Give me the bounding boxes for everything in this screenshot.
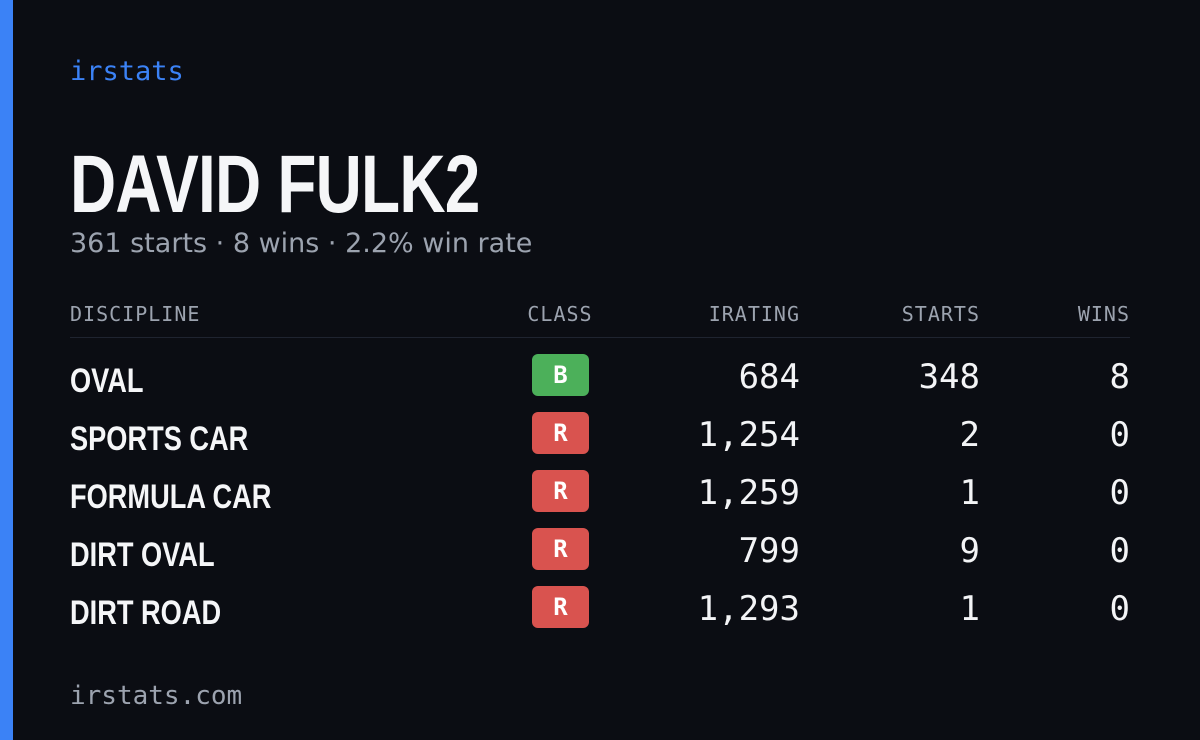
wins-value: 0 <box>1109 589 1130 629</box>
discipline: FORMULA CAR <box>70 478 272 516</box>
class-badge: R <box>532 470 589 512</box>
starts-value: 9 <box>959 531 980 571</box>
starts-value: 1 <box>959 589 980 629</box>
wins-value: 8 <box>1109 357 1130 397</box>
column-header: CLASS <box>527 302 593 326</box>
discipline: OVAL <box>70 362 144 400</box>
irating-value: 1,293 <box>697 589 800 629</box>
discipline: DIRT OVAL <box>70 536 215 574</box>
wins-value: 0 <box>1109 531 1130 571</box>
class-badge: R <box>532 412 589 454</box>
column-header: WINS <box>1077 302 1130 326</box>
class-badge: R <box>532 528 589 570</box>
irating-value: 799 <box>738 531 800 571</box>
header-rule <box>70 337 1130 338</box>
column-header: STARTS <box>901 302 980 326</box>
class-badge: B <box>532 354 589 396</box>
column-header: DISCIPLINE <box>70 302 201 326</box>
irating-value: 1,259 <box>697 473 800 513</box>
discipline: SPORTS CAR <box>70 420 249 458</box>
starts-value: 348 <box>918 357 980 397</box>
column-header: IRATING <box>708 302 800 326</box>
driver-name: DAVID FULK2 <box>70 139 480 230</box>
class-badge: R <box>532 586 589 628</box>
starts-value: 1 <box>959 473 980 513</box>
brand: irstats <box>70 56 184 87</box>
driver-summary: 361 starts · 8 wins · 2.2% win rate <box>70 228 533 259</box>
wins-value: 0 <box>1109 473 1130 513</box>
wins-value: 0 <box>1109 415 1130 455</box>
accent-bar <box>0 0 13 740</box>
footer: irstats.com <box>70 681 243 711</box>
irating-value: 684 <box>738 357 800 397</box>
discipline: DIRT ROAD <box>70 594 222 632</box>
irating-value: 1,254 <box>697 415 800 455</box>
starts-value: 2 <box>959 415 980 455</box>
